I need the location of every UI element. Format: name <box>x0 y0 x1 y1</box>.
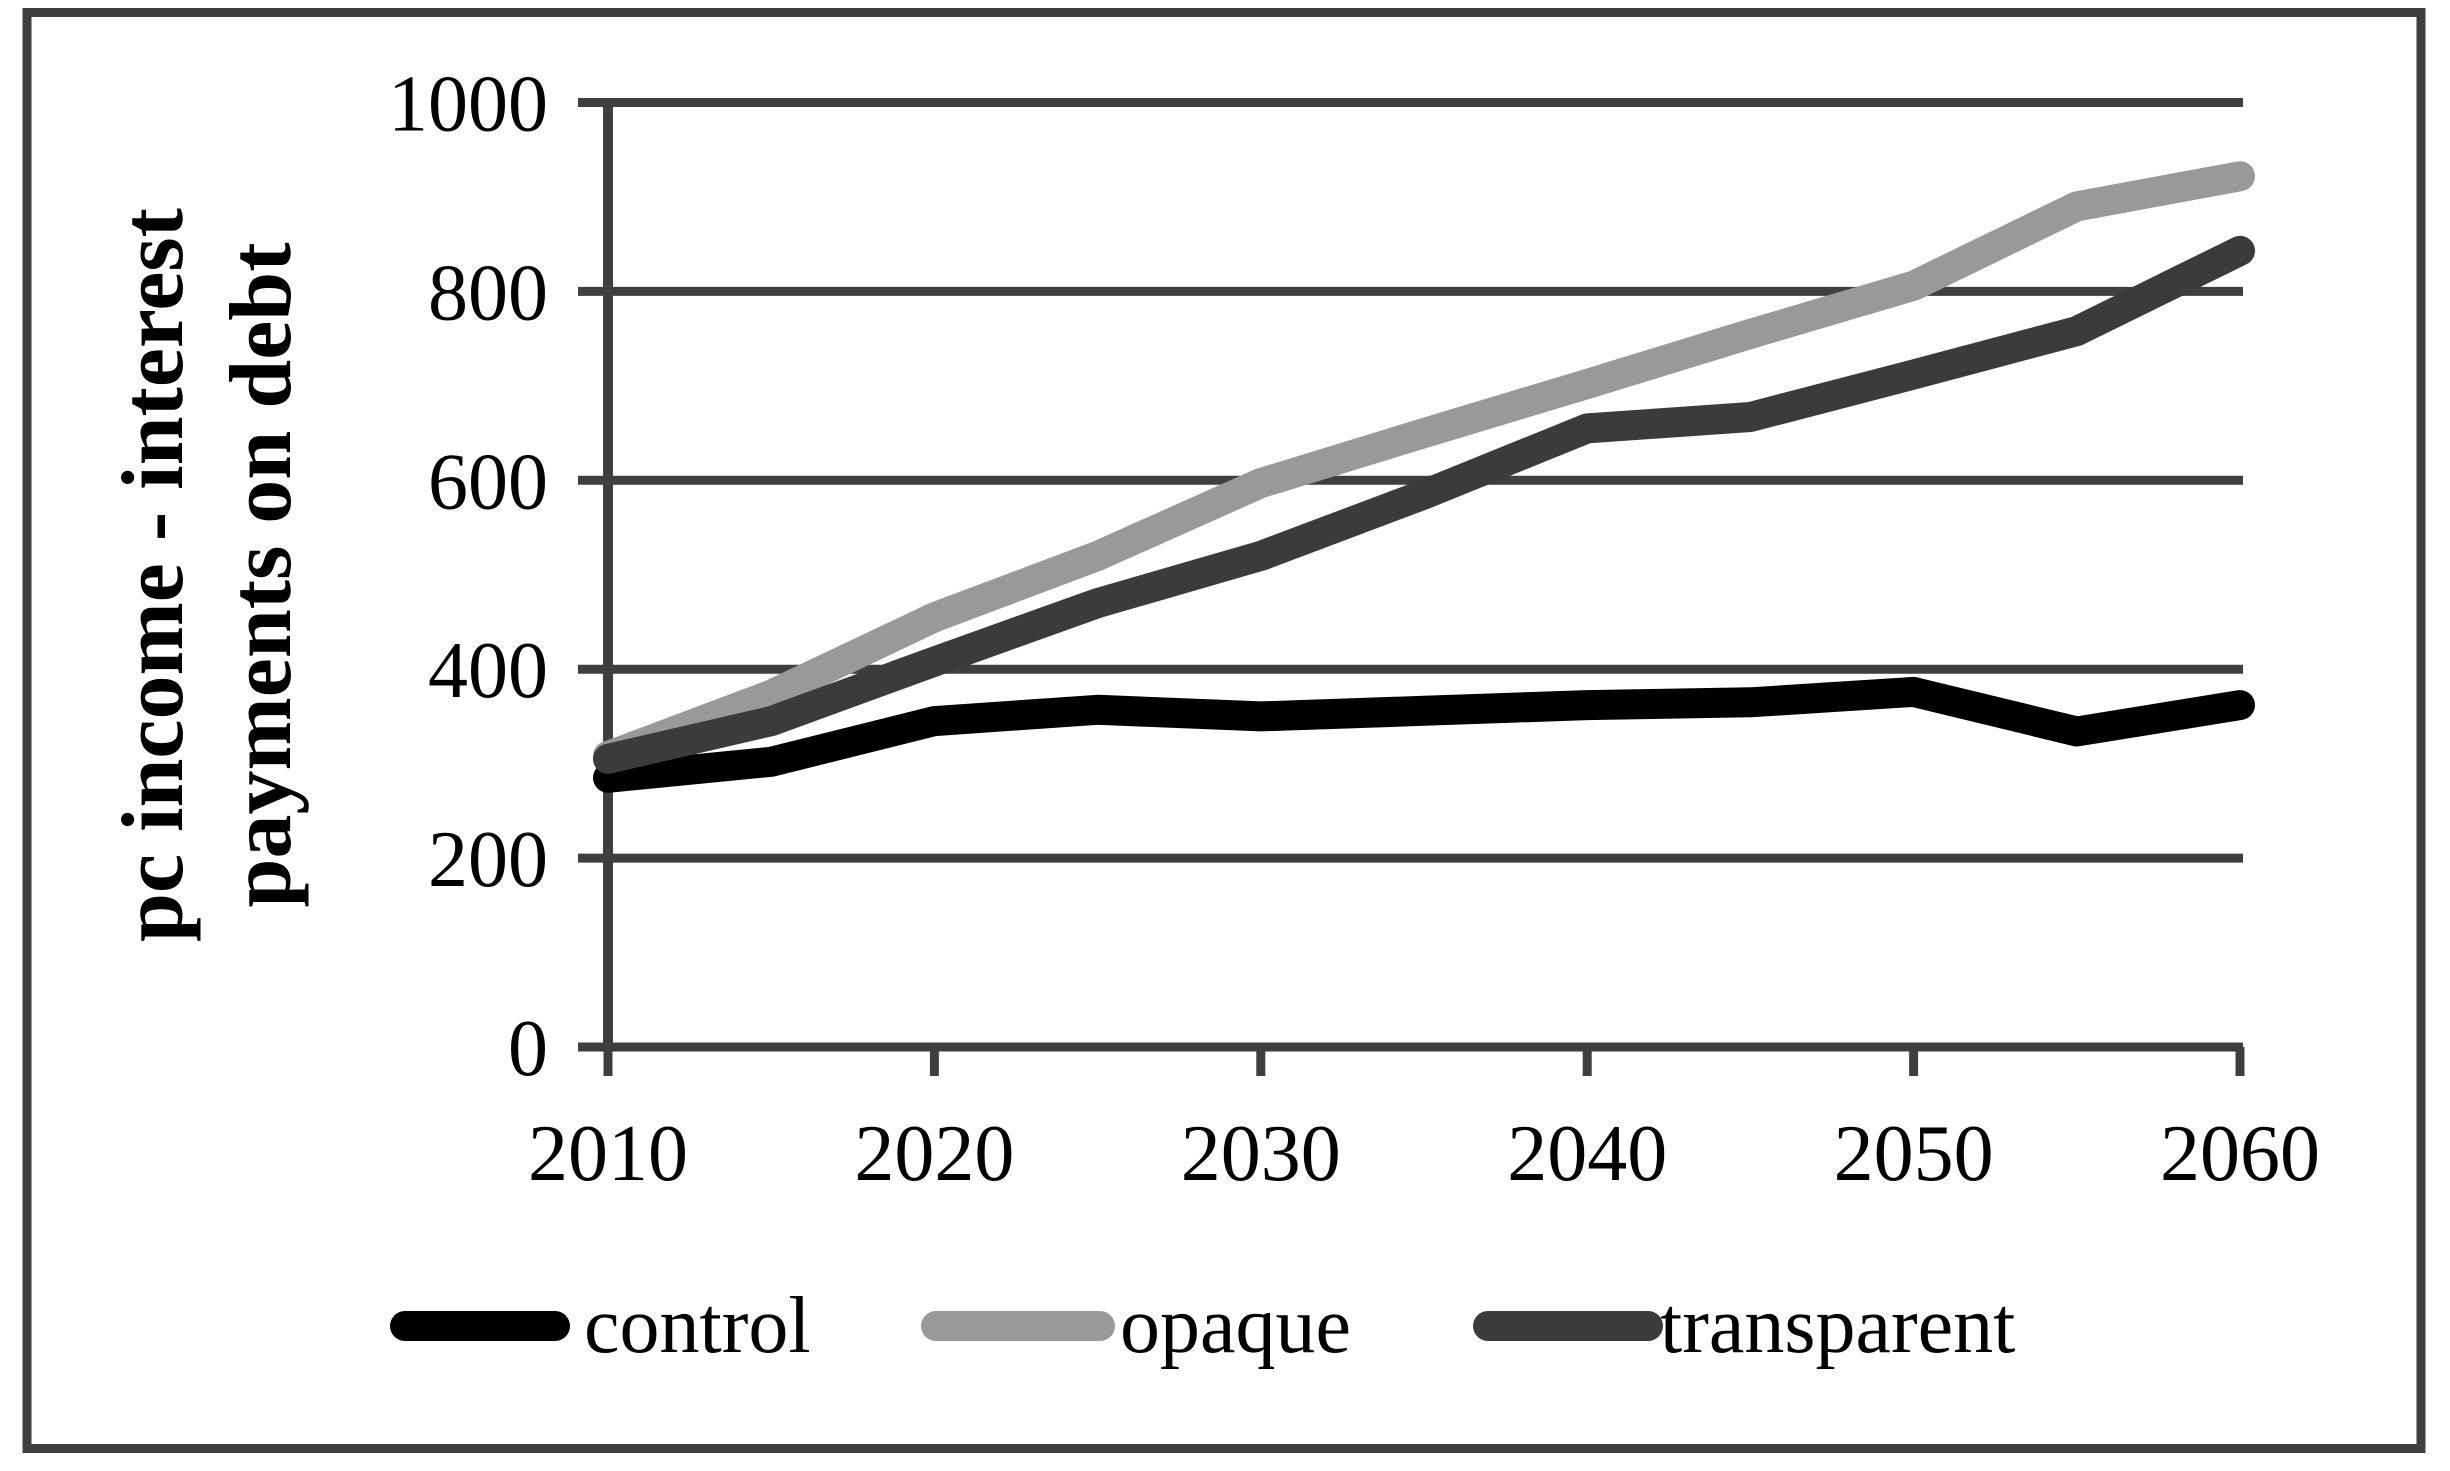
series-lines <box>593 161 2255 793</box>
gridlines <box>578 98 2243 1052</box>
x-tick-label-2040: 2040 <box>1507 1110 1667 1198</box>
series-line-control <box>593 676 2255 793</box>
x-axis-ticks <box>603 1047 2245 1076</box>
series-line-transparent <box>593 235 2255 774</box>
y-tick-label-400: 400 <box>428 627 548 715</box>
x-tick-label-2030: 2030 <box>1181 1110 1341 1198</box>
x-tick-label-2050: 2050 <box>1834 1110 1994 1198</box>
legend-label-opaque: opaque <box>1120 1282 1351 1370</box>
y-tick-label-200: 200 <box>428 816 548 904</box>
y-tick-label-0: 0 <box>508 1005 548 1093</box>
series-line-opaque <box>593 161 2255 772</box>
y-axis-tick-labels: 0 200 400 600 800 1000 <box>388 61 548 1094</box>
x-axis-tick-labels: 2010 2020 2030 2040 2050 2060 <box>528 1110 2320 1198</box>
y-tick-label-1000: 1000 <box>388 61 548 149</box>
legend-label-transparent: transparent <box>1660 1282 2015 1370</box>
legend: control opaque transparent <box>390 1282 2015 1370</box>
x-tick-label-2010: 2010 <box>528 1110 688 1198</box>
y-axis-title-line1: pc income - interest <box>105 208 202 942</box>
chart-border <box>22 8 2426 1453</box>
y-axis-title-line2: payments on debt <box>213 243 310 908</box>
x-tick-label-2020: 2020 <box>854 1110 1014 1198</box>
y-tick-label-800: 800 <box>428 249 548 337</box>
legend-label-control: control <box>584 1282 811 1370</box>
y-tick-label-600: 600 <box>428 438 548 526</box>
x-tick-label-2060: 2060 <box>2160 1110 2320 1198</box>
